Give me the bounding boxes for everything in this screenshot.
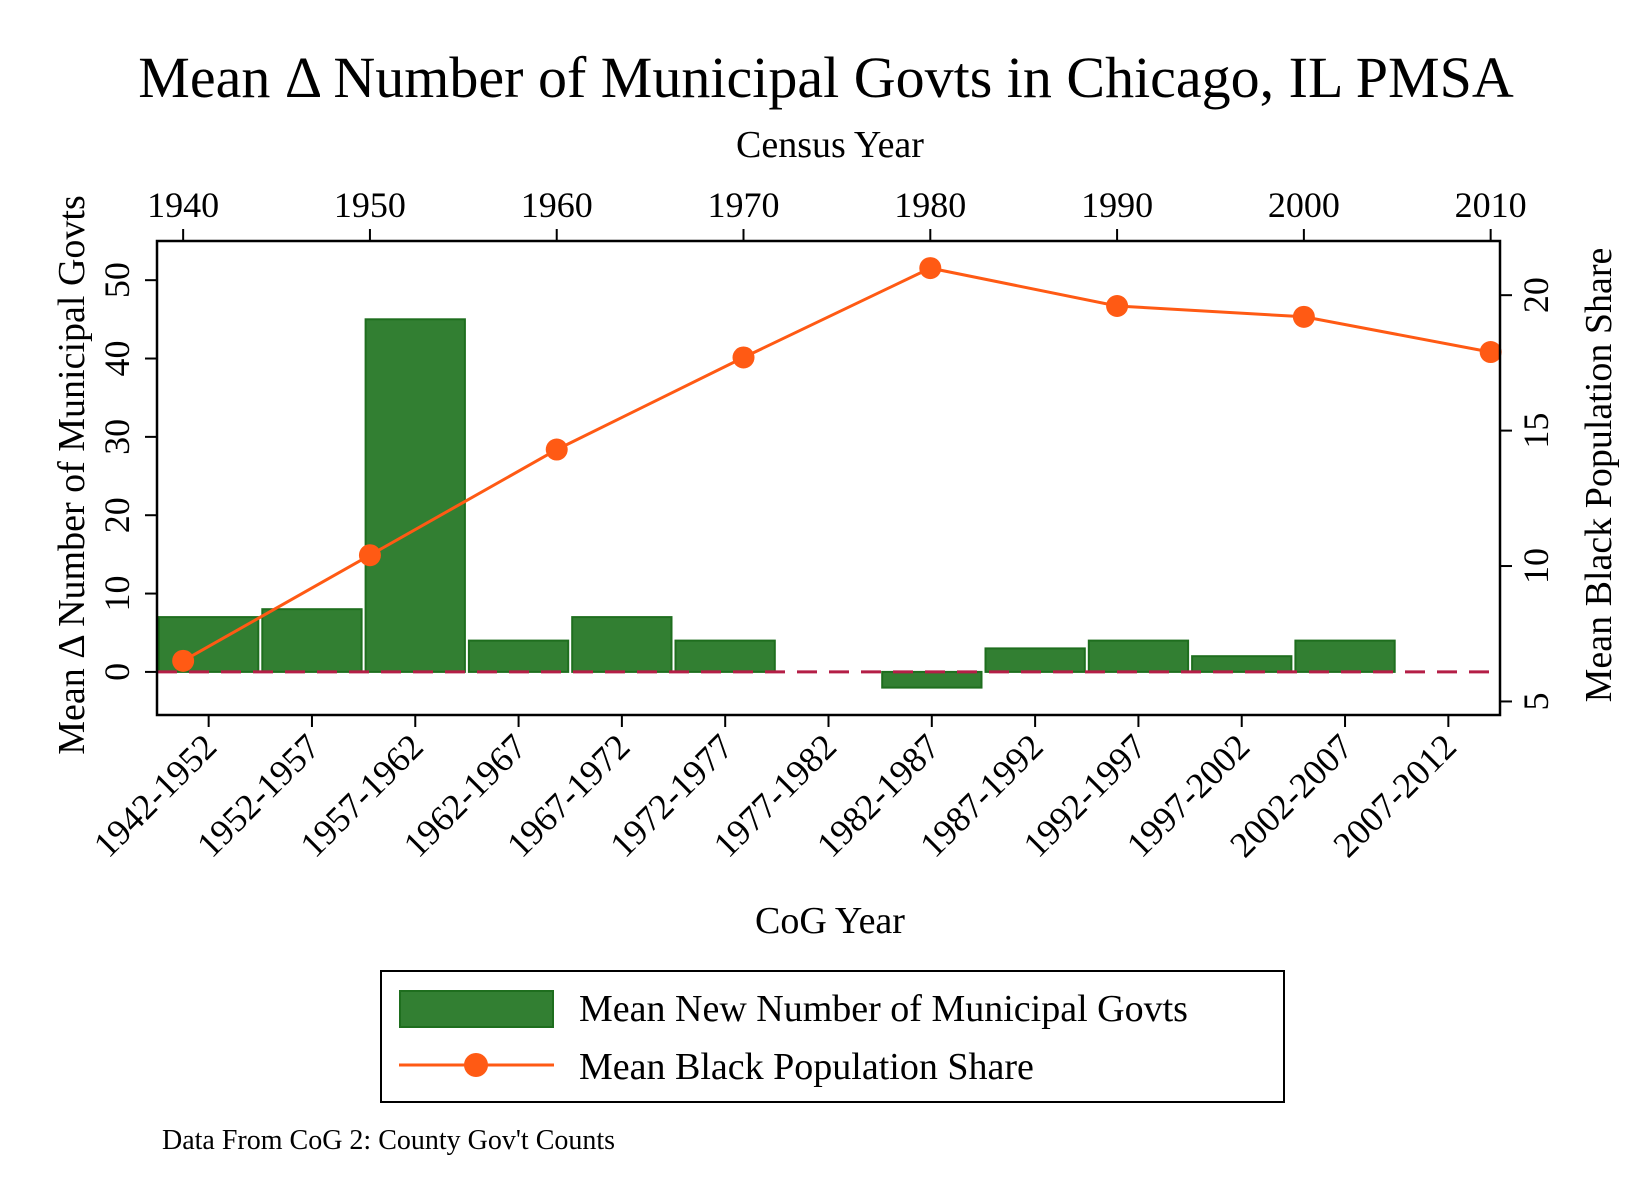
bar bbox=[571, 616, 673, 673]
legend: Mean New Number of Municipal Govts Mean … bbox=[380, 970, 1285, 1103]
series-point bbox=[1292, 305, 1315, 328]
y-tick-label: 10 bbox=[97, 576, 137, 612]
y-tick-label: 50 bbox=[97, 262, 137, 298]
legend-label: Mean New Number of Municipal Govts bbox=[579, 988, 1188, 1030]
legend-line-swatch bbox=[399, 1053, 554, 1077]
bar bbox=[364, 318, 466, 673]
series-point bbox=[1479, 341, 1502, 364]
legend-label: Mean Black Population Share bbox=[579, 1046, 1034, 1088]
bars-layer bbox=[158, 318, 1396, 689]
source-note: Data From CoG 2: County Gov't Counts bbox=[162, 1125, 616, 1156]
bar bbox=[674, 639, 776, 673]
x2-tick-label: 1990 bbox=[1081, 185, 1153, 225]
chart-title: Mean Δ Number of Municipal Govts in Chic… bbox=[138, 45, 1514, 110]
y-tick-label: 20 bbox=[97, 497, 137, 533]
series-point bbox=[1106, 295, 1129, 318]
series-point bbox=[545, 438, 568, 461]
y2-tick-label: 15 bbox=[1516, 413, 1556, 449]
bar bbox=[1087, 639, 1190, 673]
y-axis-title: Mean Δ Number of Municipal Govts bbox=[51, 195, 93, 755]
x2-tick-label: 1940 bbox=[147, 185, 219, 225]
y2-tick-label: 10 bbox=[1516, 548, 1556, 584]
x2-tick-label: 1960 bbox=[521, 185, 593, 225]
y-tick-label: 40 bbox=[97, 341, 137, 377]
bar bbox=[881, 670, 983, 689]
x2-tick-label: 2000 bbox=[1268, 185, 1340, 225]
x-axis-title: CoG Year bbox=[755, 900, 905, 942]
bar bbox=[1191, 655, 1293, 673]
bar bbox=[261, 608, 363, 673]
line-series-layer bbox=[172, 257, 1502, 672]
x2-tick-label: 1970 bbox=[708, 185, 780, 225]
axes-layer: 0 10 20 30 40 50 5 10 15 20 1940 1950 1960 1970 1980 19… bbox=[86, 185, 1556, 865]
bar bbox=[467, 639, 570, 673]
y-tick-label: 0 bbox=[97, 663, 137, 681]
series-line bbox=[182, 266, 1491, 663]
x2-tick-label: 1950 bbox=[334, 185, 406, 225]
y-tick-label: 30 bbox=[97, 419, 137, 455]
legend-bar-swatch bbox=[399, 990, 554, 1028]
series-point bbox=[732, 346, 755, 369]
top-axis-title: Census Year bbox=[736, 124, 924, 166]
series-point bbox=[358, 544, 381, 567]
series-point bbox=[919, 257, 942, 280]
bar bbox=[1294, 639, 1396, 673]
legend-item-line: Mean Black Population Share bbox=[382, 1040, 1283, 1096]
x2-tick-label: 2010 bbox=[1455, 185, 1527, 225]
y2-axis-title: Mean Black Population Share bbox=[1578, 248, 1620, 703]
x2-tick-label: 1980 bbox=[894, 185, 966, 225]
legend-item-bars: Mean New Number of Municipal Govts bbox=[382, 982, 1283, 1038]
y2-tick-label: 20 bbox=[1516, 277, 1556, 313]
bar bbox=[984, 647, 1086, 673]
y2-tick-label: 5 bbox=[1516, 692, 1556, 710]
series-point bbox=[172, 649, 195, 672]
